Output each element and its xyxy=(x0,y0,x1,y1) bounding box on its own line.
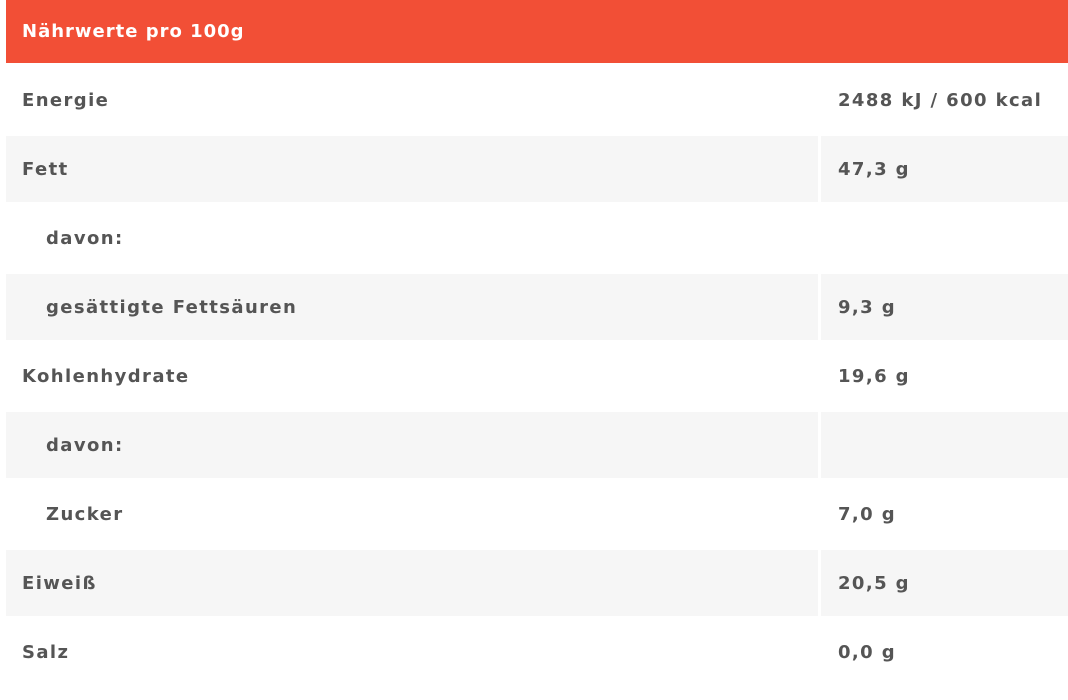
row-label: Kohlenhydrate xyxy=(22,365,190,387)
row-label: Salz xyxy=(22,641,70,663)
row-value: 9,3 g xyxy=(821,274,1068,340)
table-row: gesättigte Fettsäuren 9,3 g xyxy=(6,274,1068,340)
table-header: Nährwerte pro 100g xyxy=(6,0,1068,63)
table-row: Fett 47,3 g xyxy=(6,136,1068,202)
table-title: Nährwerte pro 100g xyxy=(22,21,245,42)
table-row: Kohlenhydrate 19,6 g xyxy=(6,343,1068,409)
row-label: davon: xyxy=(6,412,818,478)
row-label: Zucker xyxy=(46,503,124,525)
row-value: 19,6 g xyxy=(838,365,910,387)
row-value: 2488 kJ / 600 kcal xyxy=(838,89,1043,111)
row-label: Energie xyxy=(22,89,110,111)
row-value xyxy=(821,412,1068,478)
row-value: 0,0 g xyxy=(838,641,897,663)
table-row: Eiweiß 20,5 g xyxy=(6,550,1068,616)
table-row: davon: xyxy=(6,412,1068,478)
table-row: davon: xyxy=(6,205,1068,271)
table-row: Energie 2488 kJ / 600 kcal xyxy=(6,67,1068,133)
nutrition-table: Energie 2488 kJ / 600 kcal Fett 47,3 g dav… xyxy=(6,67,1068,685)
table-row: Zucker 7,0 g xyxy=(6,481,1068,547)
row-label: Fett xyxy=(6,136,818,202)
row-label: Eiweiß xyxy=(6,550,818,616)
row-value: 47,3 g xyxy=(821,136,1068,202)
row-value: 20,5 g xyxy=(821,550,1068,616)
row-value: 7,0 g xyxy=(838,503,897,525)
table-row: Salz 0,0 g xyxy=(6,619,1068,685)
row-value xyxy=(821,205,1068,271)
row-label: davon: xyxy=(46,227,124,249)
row-label: gesättigte Fettsäuren xyxy=(6,274,818,340)
